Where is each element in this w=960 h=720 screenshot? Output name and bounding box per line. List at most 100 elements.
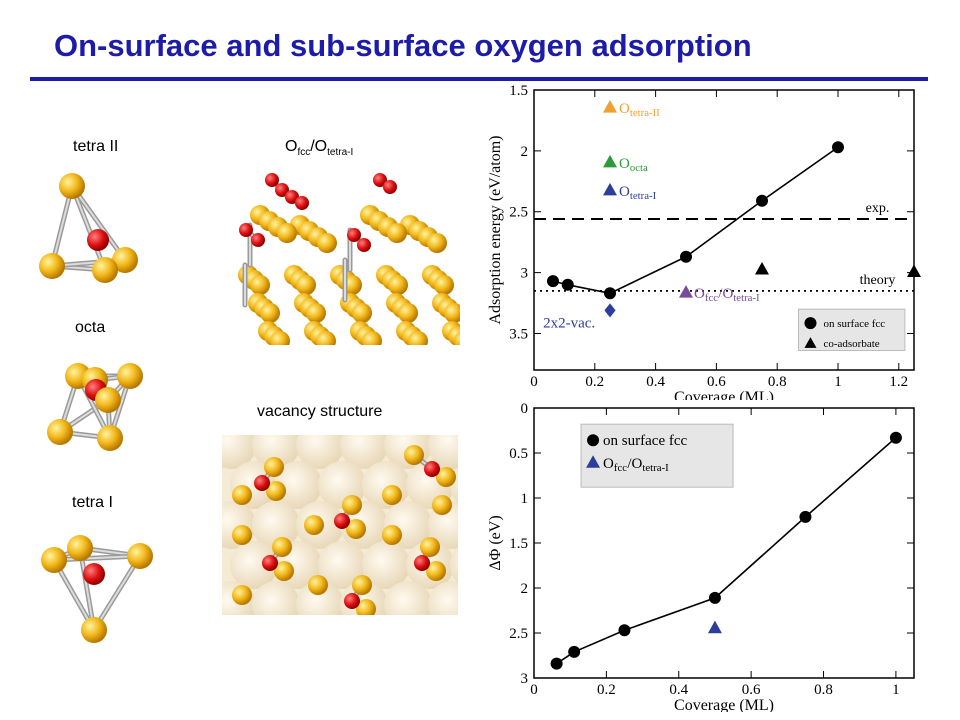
x-tick-label: 0.6 <box>742 682 761 698</box>
oxygen-atom <box>239 223 253 237</box>
legend-entry: co-adsorbate <box>823 338 879 350</box>
x-tick-label: 0 <box>530 374 538 390</box>
gold-atom <box>232 485 252 505</box>
y-tick-label: 3 <box>521 266 529 282</box>
legend-marker <box>804 337 817 348</box>
bond-highlight <box>71 185 106 271</box>
data-point <box>603 182 617 196</box>
gold-atom <box>346 519 366 539</box>
gold-atom <box>317 233 337 253</box>
data-point <box>603 154 617 168</box>
substrate-atom <box>230 541 278 589</box>
bond-highlight <box>79 547 95 631</box>
gold-atom <box>92 257 118 283</box>
data-point <box>832 141 844 154</box>
gold-atom <box>316 331 336 345</box>
gold-atom <box>260 303 280 323</box>
gold-atom <box>232 585 252 605</box>
gold-atom <box>304 515 324 535</box>
data-point <box>561 278 574 291</box>
bond-highlight <box>51 185 73 267</box>
substrate-atom <box>428 581 458 615</box>
gold-atom <box>232 525 252 545</box>
data-point <box>603 100 617 113</box>
gold-atom <box>306 303 326 323</box>
substrate-atom <box>296 435 344 469</box>
y-tick-label: 3.5 <box>509 326 528 342</box>
x-tick-label: 1.2 <box>889 374 908 390</box>
data-point <box>756 194 768 207</box>
gold-atom <box>277 223 297 243</box>
gold-atom <box>434 275 454 295</box>
title-underline <box>30 77 928 81</box>
gold-atom <box>296 275 316 295</box>
gold-atom <box>250 275 270 295</box>
legend-box <box>797 308 906 352</box>
data-point <box>550 657 563 670</box>
bond-highlight <box>53 559 95 631</box>
gold-atom <box>454 331 460 345</box>
x-axis-label: Coverage (ML) <box>674 389 774 400</box>
gold-atom <box>127 543 153 569</box>
gold-atom <box>112 247 138 273</box>
y-tick-label: 3 <box>521 671 529 687</box>
oocta-label: Oocta <box>619 156 648 174</box>
work-function-chart: 0 0.2 0.4 0.6 0.8 1 0 0.5 1 1.5 2 2.5 3 Coverage (ML)… <box>487 401 915 712</box>
substrate-atom <box>318 541 366 589</box>
legend-entry: Ofcc /Otetra-I <box>603 456 669 474</box>
x-tick-label: 0.2 <box>597 682 616 698</box>
gold-atom <box>97 425 123 451</box>
x-tick-label: 0.4 <box>669 682 688 698</box>
gold-atom <box>117 363 143 389</box>
substrate-atom <box>384 581 432 615</box>
gold-atom <box>274 561 294 581</box>
plot-frame <box>533 89 915 371</box>
reference-line-label: theory <box>860 273 896 288</box>
data-point <box>907 264 921 277</box>
gold-atom <box>81 617 107 643</box>
oxygen-atom <box>295 196 309 210</box>
substrate-atom <box>450 547 458 583</box>
x-tick-label: 0 <box>530 682 538 698</box>
series-line <box>552 146 839 295</box>
oxygen-atom <box>344 593 360 609</box>
data-point <box>547 275 559 288</box>
tetra-i-structure <box>41 535 153 643</box>
gold-atom <box>272 537 292 557</box>
otetra-ii-label: Otetra-II <box>619 101 660 119</box>
gold-atom <box>387 223 407 243</box>
y-tick-label: 0 <box>521 401 529 417</box>
gold-atom <box>432 495 452 515</box>
oxygen-atom <box>275 183 289 197</box>
gold-atom <box>352 303 372 323</box>
oxygen-atom <box>265 173 279 187</box>
data-point <box>679 285 693 298</box>
substrate-atom <box>340 435 388 469</box>
gold-atom <box>398 303 418 323</box>
data-point <box>618 624 631 637</box>
gold-atom <box>342 495 362 515</box>
gold-atom <box>388 275 408 295</box>
substrate-atom <box>362 541 410 589</box>
legend-marker <box>804 317 817 330</box>
adsorption-energy-chart: 0 0.2 0.4 0.6 0.8 1 1.2 1.5 2 2.5 3 3.5 Coverage (ML… <box>487 83 921 400</box>
substrate-atom <box>222 435 256 469</box>
oxygen-atom <box>347 228 361 242</box>
legend-box <box>580 423 734 488</box>
ofcc-otetra-structure <box>238 173 460 345</box>
oxygen-atom <box>414 555 430 571</box>
oxygen-atom <box>373 173 387 187</box>
vacancy-chart-label: 2x2-vac. <box>543 315 595 331</box>
data-point <box>708 591 721 604</box>
page-title: On-surface and sub-surface oxygen adsorp… <box>54 28 752 63</box>
data-point <box>707 620 722 634</box>
x-tick-label: 0.2 <box>585 374 604 390</box>
gold-atom <box>408 331 428 345</box>
y-tick-label: 2 <box>521 144 529 160</box>
legend-marker <box>587 434 600 447</box>
substrate-atom <box>252 581 300 615</box>
x-axis-label: Coverage (ML) <box>674 697 774 712</box>
oxygen-atom <box>334 513 350 529</box>
tetra-ii-label: tetra II <box>73 138 119 155</box>
bond-highlight <box>53 555 141 561</box>
